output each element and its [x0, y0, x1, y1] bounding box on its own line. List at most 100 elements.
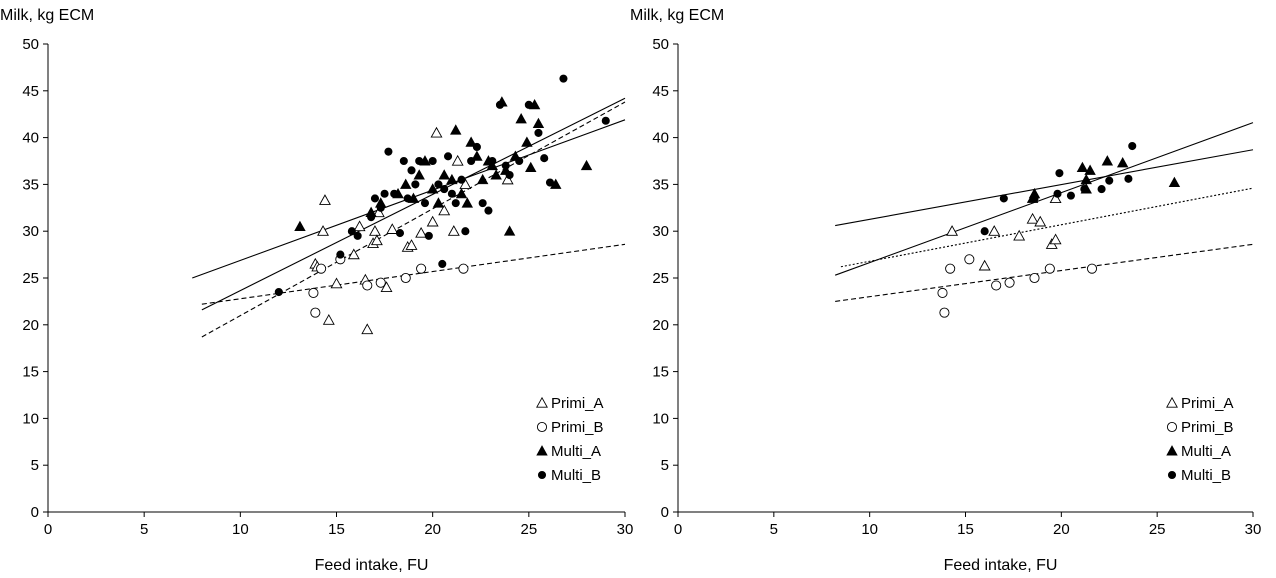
- x-tick-label: 25: [1149, 521, 1166, 538]
- data-point: [451, 154, 464, 166]
- series-multi-b: [980, 141, 1137, 236]
- x-tick-label: 0: [674, 521, 682, 538]
- legend-label: Primi_B: [1181, 419, 1234, 436]
- data-point: [361, 323, 374, 335]
- data-point: [515, 156, 524, 166]
- data-point: [384, 147, 393, 156]
- data-point: [376, 203, 385, 212]
- y-tick-label: 30: [22, 223, 39, 240]
- data-point: [444, 152, 453, 161]
- data-point: [495, 100, 505, 109]
- data-point: [310, 307, 321, 318]
- data-point: [1029, 272, 1040, 284]
- data-point: [308, 287, 319, 299]
- data-point: [380, 281, 393, 292]
- data-point: [476, 173, 489, 185]
- data-point: [426, 183, 439, 194]
- data-point: [432, 197, 445, 208]
- data-point: [1013, 229, 1026, 241]
- data-point: [501, 161, 510, 170]
- data-point: [1084, 164, 1096, 175]
- data-point: [501, 173, 514, 185]
- legend: Primi_A Primi_B Multi_A Multi_B: [536, 395, 604, 484]
- x-tick-label: 25: [520, 521, 537, 538]
- data-point: [525, 161, 537, 173]
- data-point: [434, 180, 443, 189]
- data-point: [458, 263, 469, 274]
- legend-marker: [1166, 421, 1178, 433]
- data-point: [937, 287, 948, 299]
- data-point: [945, 263, 956, 274]
- legend-marker: [536, 421, 548, 433]
- y-tick-label: 45: [652, 83, 669, 100]
- legend-marker: [1167, 470, 1177, 480]
- data-point: [478, 199, 487, 208]
- data-point: [946, 225, 959, 236]
- data-point: [386, 223, 399, 234]
- data-point: [486, 159, 498, 171]
- data-point: [1097, 185, 1106, 194]
- y-tick-label: 0: [661, 504, 669, 521]
- y-tick-label: 30: [652, 223, 669, 240]
- legend-label: Multi_A: [1181, 443, 1231, 460]
- series-primi-a: [309, 126, 514, 335]
- data-point: [1101, 155, 1114, 166]
- data-point: [459, 178, 472, 190]
- x-tick-label: 20: [1053, 521, 1070, 538]
- legend-label: Primi_A: [1181, 395, 1234, 412]
- data-point: [1049, 233, 1062, 245]
- data-point: [403, 194, 412, 203]
- data-point: [375, 277, 386, 288]
- data-point: [426, 215, 439, 227]
- data-point: [1044, 263, 1055, 274]
- y-tick-label: 40: [652, 130, 669, 147]
- y-tick-label: 35: [22, 176, 39, 193]
- data-point: [991, 280, 1002, 291]
- data-point: [353, 231, 362, 240]
- data-point: [438, 259, 447, 269]
- data-point: [580, 159, 593, 171]
- data-point: [964, 254, 975, 265]
- data-point: [347, 227, 356, 236]
- data-point: [540, 154, 549, 163]
- data-point: [559, 74, 568, 83]
- y-tick-label: 40: [22, 130, 39, 147]
- legend-label: Multi_B: [551, 467, 601, 484]
- trendline: [835, 149, 1254, 227]
- trendline: [201, 97, 626, 311]
- y-tick-label: 25: [22, 270, 39, 287]
- data-point: [1124, 174, 1133, 183]
- data-point: [399, 156, 408, 166]
- x-axis-title: Feed intake, FU: [315, 557, 429, 574]
- data-point: [503, 225, 516, 236]
- data-point: [601, 116, 610, 125]
- data-point: [415, 226, 428, 238]
- x-tick-label: 5: [770, 521, 778, 538]
- data-point: [416, 263, 427, 274]
- data-point: [1080, 185, 1089, 194]
- data-point: [372, 206, 385, 218]
- y-tick-label: 5: [31, 457, 39, 474]
- legend-marker: [1166, 445, 1178, 456]
- data-point: [939, 307, 950, 318]
- x-tick-label: 5: [140, 521, 148, 538]
- data-point: [467, 156, 476, 166]
- series-primi-b: [308, 254, 469, 318]
- data-point: [490, 169, 502, 180]
- chart-right: 0 5 10 15 20 25 30 35 40 45 50 0 5 10 15 20 25 30 Milk, kg…: [630, 7, 1261, 574]
- x-tick-label: 0: [44, 521, 52, 538]
- data-point: [353, 220, 366, 232]
- data-point: [440, 185, 449, 194]
- data-point: [461, 197, 473, 208]
- legend-label: Primi_B: [551, 419, 604, 436]
- data-point: [405, 239, 418, 250]
- trendline: [835, 243, 1254, 302]
- data-point: [471, 150, 483, 161]
- y-tick-label: 10: [22, 410, 39, 427]
- y-tick-label: 15: [652, 364, 669, 381]
- data-point: [370, 194, 380, 203]
- data-point: [400, 272, 411, 284]
- series-multi-a: [1026, 155, 1181, 203]
- data-point: [428, 156, 437, 166]
